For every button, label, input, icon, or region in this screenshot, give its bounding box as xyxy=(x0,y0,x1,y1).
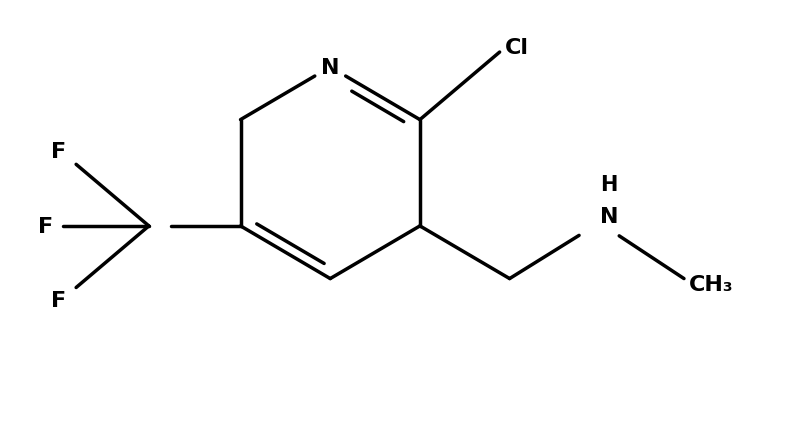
Text: N: N xyxy=(600,207,619,227)
Text: F: F xyxy=(51,291,66,311)
Text: N: N xyxy=(321,58,340,78)
Text: CH₃: CH₃ xyxy=(689,274,734,294)
Text: F: F xyxy=(51,142,66,162)
Text: Cl: Cl xyxy=(504,38,529,58)
Text: H: H xyxy=(600,175,618,195)
Text: F: F xyxy=(38,216,54,236)
